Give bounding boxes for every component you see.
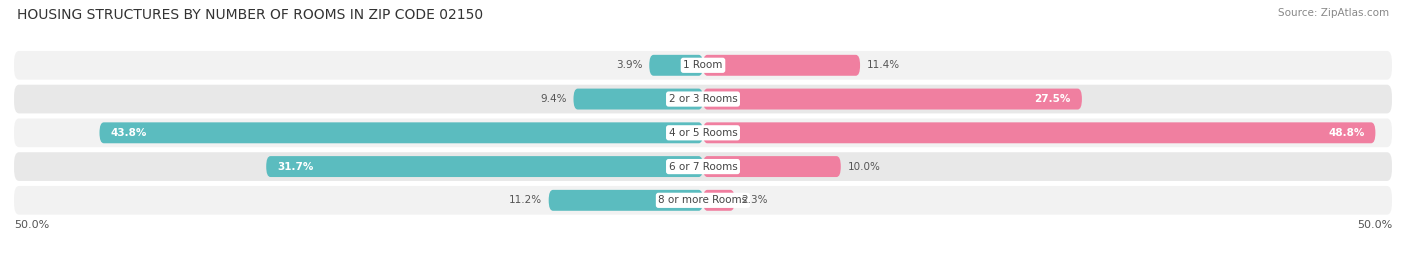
Text: 3.9%: 3.9% bbox=[616, 60, 643, 70]
FancyBboxPatch shape bbox=[100, 122, 703, 143]
FancyBboxPatch shape bbox=[703, 190, 735, 211]
FancyBboxPatch shape bbox=[650, 55, 703, 76]
FancyBboxPatch shape bbox=[703, 89, 1083, 109]
FancyBboxPatch shape bbox=[14, 118, 1392, 147]
Text: Source: ZipAtlas.com: Source: ZipAtlas.com bbox=[1278, 8, 1389, 18]
FancyBboxPatch shape bbox=[703, 55, 860, 76]
Text: 43.8%: 43.8% bbox=[111, 128, 146, 138]
FancyBboxPatch shape bbox=[14, 51, 1392, 80]
Text: 8 or more Rooms: 8 or more Rooms bbox=[658, 195, 748, 205]
Text: 50.0%: 50.0% bbox=[1357, 220, 1392, 230]
FancyBboxPatch shape bbox=[14, 152, 1392, 181]
Text: 2.3%: 2.3% bbox=[741, 195, 768, 205]
Text: 10.0%: 10.0% bbox=[848, 162, 880, 172]
Text: 31.7%: 31.7% bbox=[277, 162, 314, 172]
Text: 48.8%: 48.8% bbox=[1329, 128, 1364, 138]
Text: HOUSING STRUCTURES BY NUMBER OF ROOMS IN ZIP CODE 02150: HOUSING STRUCTURES BY NUMBER OF ROOMS IN… bbox=[17, 8, 484, 22]
Text: 50.0%: 50.0% bbox=[14, 220, 49, 230]
FancyBboxPatch shape bbox=[548, 190, 703, 211]
Text: 2 or 3 Rooms: 2 or 3 Rooms bbox=[669, 94, 737, 104]
Text: 11.4%: 11.4% bbox=[868, 60, 900, 70]
Text: 1 Room: 1 Room bbox=[683, 60, 723, 70]
Text: 11.2%: 11.2% bbox=[509, 195, 541, 205]
FancyBboxPatch shape bbox=[14, 85, 1392, 114]
FancyBboxPatch shape bbox=[703, 156, 841, 177]
FancyBboxPatch shape bbox=[14, 186, 1392, 215]
FancyBboxPatch shape bbox=[703, 122, 1375, 143]
FancyBboxPatch shape bbox=[574, 89, 703, 109]
Text: 9.4%: 9.4% bbox=[540, 94, 567, 104]
Text: 27.5%: 27.5% bbox=[1035, 94, 1071, 104]
Text: 6 or 7 Rooms: 6 or 7 Rooms bbox=[669, 162, 737, 172]
Text: 4 or 5 Rooms: 4 or 5 Rooms bbox=[669, 128, 737, 138]
FancyBboxPatch shape bbox=[266, 156, 703, 177]
